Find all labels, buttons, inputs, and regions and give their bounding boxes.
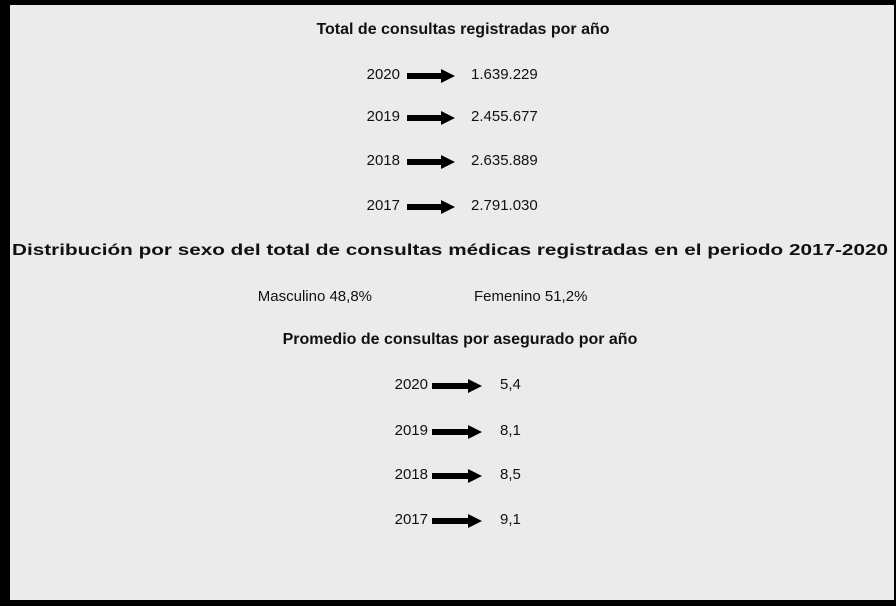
value: 8,1 [500,422,521,439]
year: 2018 [367,152,400,169]
year: 2020 [367,66,400,83]
value: 2.635.889 [471,152,538,169]
value: 9,1 [500,511,521,528]
arrow [407,200,455,214]
arrow [432,514,482,528]
year: 2019 [395,422,428,439]
value: 2.791.030 [471,197,538,214]
arrow [407,155,455,169]
sexo-item: Masculino 48,8% [258,288,372,305]
year: 2018 [395,466,428,483]
promedio-title: Promedio de consultas por asegurado por … [283,331,638,348]
arrow [407,69,455,83]
arrow [432,425,482,439]
arrow [407,111,455,125]
sexo-title: Distribución por sexo del total de consu… [12,242,888,259]
consultas-title: Total de consultas registradas por año [316,21,609,38]
value: 2.455.677 [471,108,538,125]
panel [10,5,894,600]
year: 2017 [395,511,428,528]
year: 2017 [367,197,400,214]
sexo-item: Femenino 51,2% [474,288,587,305]
year: 2020 [395,376,428,393]
value: 1.639.229 [471,66,538,83]
value: 8,5 [500,466,521,483]
arrow [432,469,482,483]
year: 2019 [367,108,400,125]
value: 5,4 [500,376,521,393]
arrow [432,379,482,393]
